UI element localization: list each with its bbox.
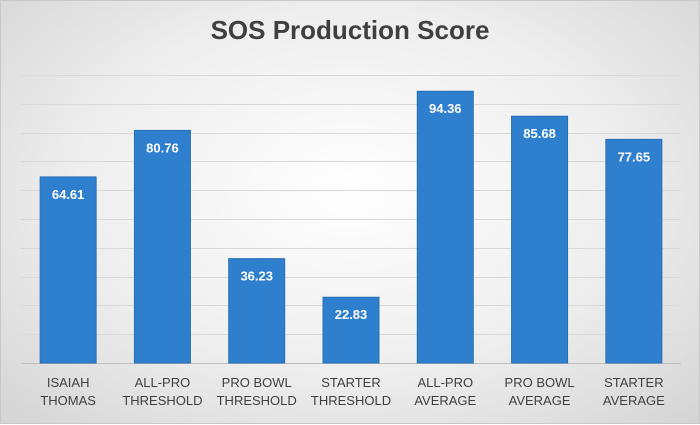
x-tick-label: PRO BOWL [505,375,575,390]
data-label: 80.76 [146,140,179,155]
bar [133,129,191,364]
x-tick-label: AVERAGE [509,393,571,408]
data-label: 64.61 [52,187,85,202]
x-tick-label: STARTER [321,375,380,390]
data-label: 94.36 [429,101,462,116]
x-tick-label: AVERAGE [603,393,665,408]
data-label: 22.83 [335,307,368,322]
data-label: 85.68 [523,126,556,141]
bar [416,90,474,364]
data-label: 36.23 [240,269,273,284]
x-tick-label: ALL-PRO [417,375,473,390]
x-tick-label: THRESHOLD [122,393,202,408]
bar [39,176,97,364]
x-tick-label: STARTER [604,375,663,390]
x-tick-label: AVERAGE [414,393,476,408]
x-tick-label: ISAIAH [47,375,90,390]
x-tick-label: PRO BOWL [222,375,292,390]
x-tick-label: ALL-PRO [135,375,191,390]
x-tick-label: THOMAS [40,393,96,408]
bar [605,138,663,364]
data-label: 77.65 [618,149,651,164]
chart-title: SOS Production Score [210,15,490,45]
x-tick-label: THRESHOLD [311,393,391,408]
bar [228,258,286,364]
bar [511,115,569,364]
bar [322,296,380,364]
x-tick-label: THRESHOLD [217,393,297,408]
